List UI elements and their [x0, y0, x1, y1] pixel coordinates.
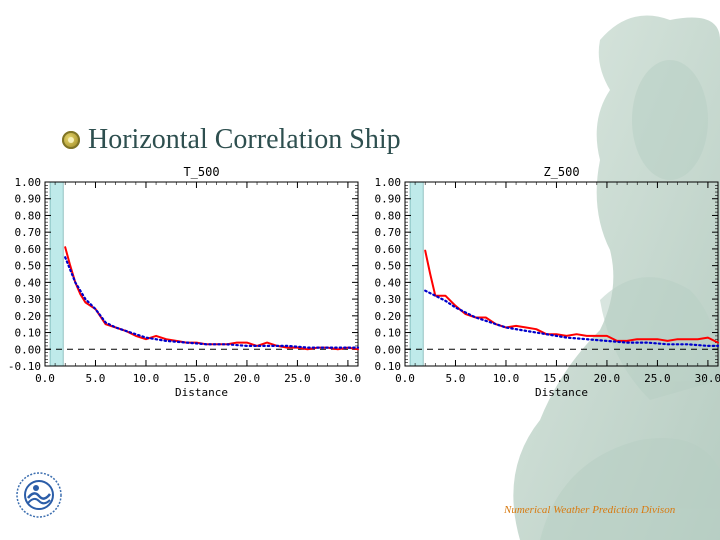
- y-tick-label: 0.90: [15, 193, 42, 206]
- y-tick-label: 0.60: [15, 243, 42, 256]
- plot-frame: [404, 181, 719, 367]
- fitted-correlation-line: [424, 289, 720, 347]
- y-tick-label: 0.50: [375, 260, 402, 273]
- x-axis-label: Distance: [175, 386, 228, 399]
- x-tick-label: 5.0: [86, 372, 106, 385]
- y-tick-label: 0.40: [15, 276, 42, 289]
- chart-title: Z_500: [543, 165, 579, 179]
- slide-title-text: Horizontal Correlation Ship: [88, 124, 401, 155]
- y-tick-label: 0.00: [15, 343, 42, 356]
- y-tick-label: 0.20: [375, 310, 402, 323]
- x-tick-label: 0.0: [395, 372, 415, 385]
- y-tick-label: 0.80: [375, 209, 402, 222]
- y-tick-label: 0.10: [375, 327, 402, 340]
- observed-correlation-line: [64, 246, 359, 351]
- shaded-band: [409, 181, 424, 367]
- shaded-band: [49, 181, 64, 367]
- x-tick-label: 0.0: [35, 372, 55, 385]
- chart-title: T_500: [183, 165, 219, 179]
- y-tick-label: 0.10: [15, 327, 42, 340]
- y-tick-label: 0.50: [15, 260, 42, 273]
- slide-title: Horizontal Correlation Ship: [62, 124, 401, 156]
- y-tick-label: 0.70: [15, 226, 42, 239]
- flower-bullet-icon: [62, 131, 80, 149]
- x-tick-label: 30.0: [335, 372, 362, 385]
- y-tick-label: 1.00: [15, 176, 42, 189]
- x-tick-label: 25.0: [284, 372, 311, 385]
- y-tick-label: 0.00: [375, 343, 402, 356]
- x-tick-label: 10.0: [493, 372, 520, 385]
- x-tick-label: 15.0: [183, 372, 210, 385]
- y-tick-label: 0.30: [15, 293, 42, 306]
- y-tick-label: 1.00: [375, 176, 402, 189]
- x-tick-label: 10.0: [133, 372, 160, 385]
- y-tick-label: 0.90: [375, 193, 402, 206]
- t500-chart: 1.00 0.90 0.80 0.70 0.60 0.50 0.40 0.30 0.20 0.10…: [8, 165, 362, 399]
- kma-logo-icon: [16, 472, 62, 518]
- plot-frame: [44, 181, 359, 367]
- x-tick-label: 25.0: [644, 372, 671, 385]
- y-tick-label: -0.10: [8, 360, 41, 373]
- x-axis-label: Distance: [535, 386, 588, 399]
- x-tick-label: 20.0: [594, 372, 621, 385]
- y-tick-label: 0.20: [15, 310, 42, 323]
- observed-correlation-line: [424, 249, 719, 344]
- x-tick-label: 30.0: [695, 372, 720, 385]
- z500-chart: 1.00 0.90 0.80 0.70 0.60 0.50 0.40 0.30 0.20 0.10…: [375, 165, 720, 399]
- y-tick-label: 0.60: [375, 243, 402, 256]
- fitted-correlation-line: [64, 256, 360, 349]
- x-tick-label: 15.0: [543, 372, 570, 385]
- y-tick-label: 0.10: [375, 360, 402, 373]
- x-tick-label: 20.0: [234, 372, 261, 385]
- y-tick-label: 0.40: [375, 276, 402, 289]
- footer-division-name: Numerical Weather Prediction Divison: [504, 504, 676, 516]
- y-tick-label: 0.70: [375, 226, 402, 239]
- y-tick-label: 0.80: [15, 209, 42, 222]
- x-tick-label: 5.0: [446, 372, 466, 385]
- y-tick-label: 0.30: [375, 293, 402, 306]
